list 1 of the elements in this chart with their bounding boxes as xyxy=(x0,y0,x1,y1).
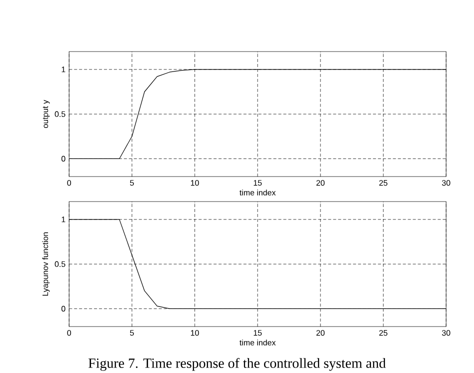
caption: Figure 7. Time response of the controlled system and xyxy=(88,358,386,371)
